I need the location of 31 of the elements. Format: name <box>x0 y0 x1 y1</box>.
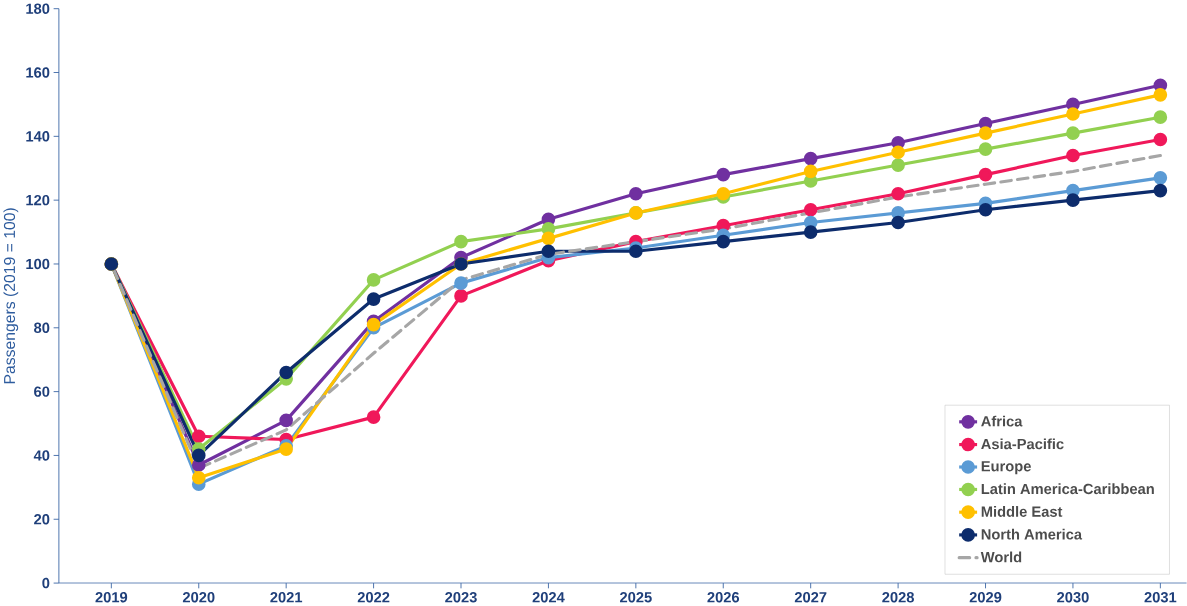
legend-label: World <box>980 551 1022 563</box>
y-tick-label: 180 <box>26 3 50 14</box>
x-tick-label: 2030 <box>1057 592 1089 603</box>
y-tick-label: 40 <box>33 450 50 461</box>
y-tick-label: 140 <box>26 131 50 142</box>
y-tick-label: 120 <box>26 194 50 206</box>
x-tick-label: 2024 <box>532 592 565 603</box>
x-tick-label: 2029 <box>969 592 1002 603</box>
x-tick-label: 2023 <box>445 592 477 603</box>
y-axis-title: Passengers (2019 = 100) <box>3 208 19 384</box>
x-tick-label: 2028 <box>882 592 914 603</box>
x-tick-label: 2025 <box>620 592 652 603</box>
legend-label: Middle East <box>981 506 1063 517</box>
x-tick-label: 2021 <box>270 592 303 603</box>
x-tick-label: 2026 <box>707 592 740 603</box>
legend-label: Europe <box>981 461 1031 475</box>
y-tick-label: 100 <box>26 258 50 270</box>
y-tick-label: 0 <box>42 577 50 589</box>
y-tick-label: 20 <box>34 514 50 525</box>
legend-label: Asia-Pacific <box>981 438 1064 450</box>
y-tick-label: 60 <box>34 386 50 397</box>
y-tick-label: 160 <box>26 67 50 78</box>
x-tick-label: 2031 <box>1144 592 1177 603</box>
x-tick-label: 2020 <box>182 592 215 603</box>
x-tick-label: 2027 <box>794 592 827 603</box>
legend-label: North America <box>981 528 1083 540</box>
y-tick-label: 80 <box>34 322 50 334</box>
legend-label: Africa <box>981 415 1023 427</box>
legend-label: Latin America-Caribbean <box>981 483 1154 495</box>
x-tick-label: 2022 <box>357 592 390 603</box>
x-tick-label: 2019 <box>95 592 128 603</box>
